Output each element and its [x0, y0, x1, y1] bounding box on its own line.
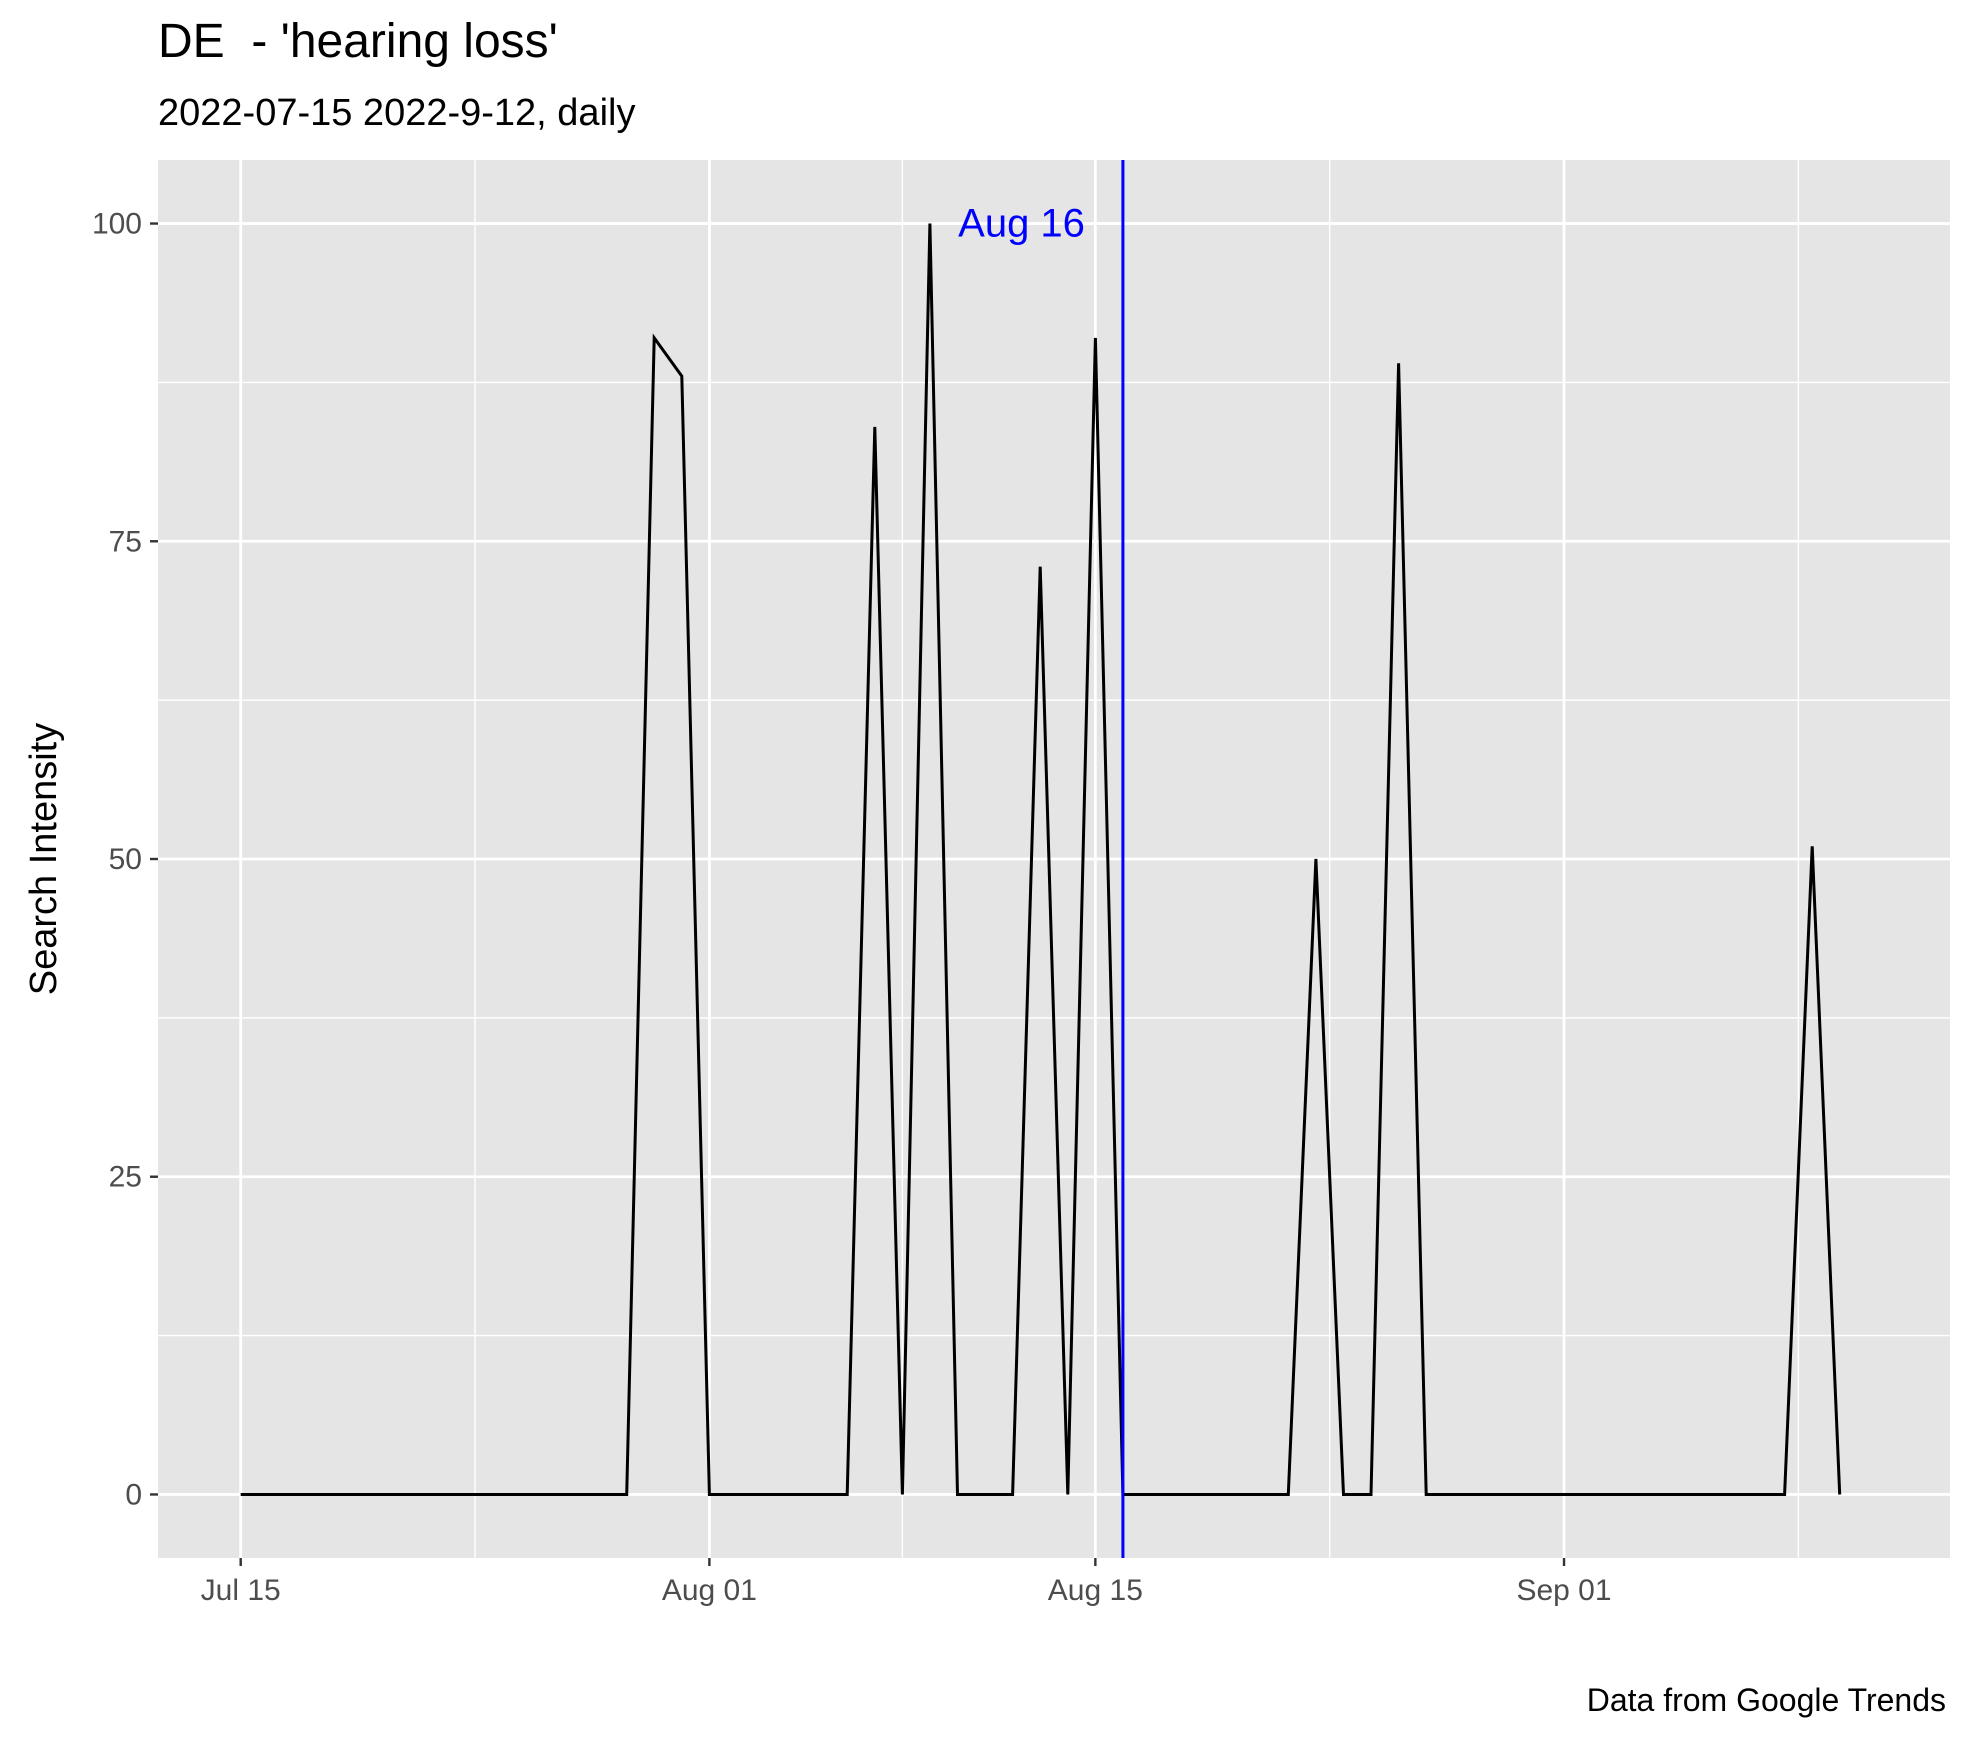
axes-layer: 0 25 50 75 100 Jul 15 Aug 01 Aug 15 Sep 01 — [92, 208, 1612, 1607]
x-tick-label: Jul 15 — [201, 1574, 281, 1607]
x-tick-label: Aug 15 — [1048, 1574, 1143, 1607]
chart-title: DE - 'hearing loss' — [158, 15, 558, 68]
x-tick-label: Sep 01 — [1516, 1574, 1611, 1607]
series-layer — [240, 223, 1842, 1496]
y-axis-label: Search Intensity — [23, 723, 65, 995]
x-tick-label: Aug 01 — [662, 1574, 757, 1607]
y-tick-label: 75 — [109, 525, 142, 558]
y-tick-label: 25 — [109, 1161, 142, 1194]
y-tick-label: 0 — [125, 1478, 142, 1511]
y-tick-label: 100 — [92, 208, 142, 241]
chart-caption: Data from Google Trends — [1586, 1682, 1946, 1718]
series-line — [240, 223, 1842, 1496]
y-tick-label: 50 — [109, 843, 142, 876]
event-label: Aug 16 — [958, 202, 1085, 246]
annotation-layer: Aug 16 — [958, 160, 1125, 1558]
chart-subtitle: 2022-07-15 2022-9-12, daily — [158, 92, 636, 134]
